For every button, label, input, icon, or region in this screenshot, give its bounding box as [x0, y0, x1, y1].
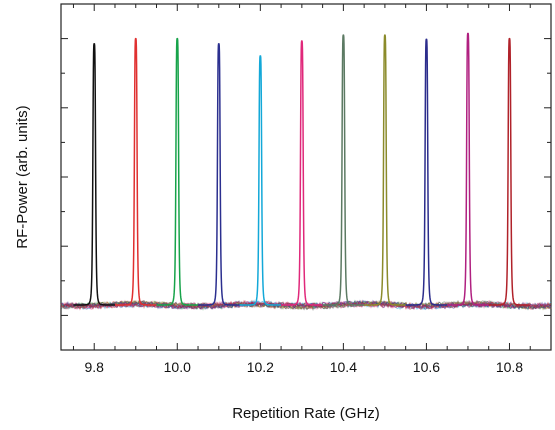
x-tick-label: 10.4 — [330, 359, 357, 375]
x-tick-label: 10.0 — [164, 359, 191, 375]
peak-10.1 — [198, 42, 240, 306]
y-axis-label: RF-Power (arb. units) — [14, 105, 31, 248]
x-tick-label: 9.8 — [84, 359, 104, 375]
y-axis-ticks — [61, 38, 551, 316]
peak-10.3 — [281, 40, 323, 306]
x-axis-label: Repetition Rate (GHz) — [232, 405, 380, 422]
x-tick-label: 10.6 — [413, 359, 440, 375]
peak-10.0 — [156, 37, 199, 306]
x-axis-ticks: 9.8 10.0 10.2 10.4 10.6 10.8 — [72, 4, 531, 375]
peak-9.8 — [73, 42, 115, 306]
peak-10.5 — [364, 34, 406, 306]
x-tick-label: 10.2 — [247, 359, 274, 375]
peak-9.9 — [114, 37, 157, 306]
peak-10.2 — [239, 55, 282, 306]
peak-10.4 — [322, 34, 365, 306]
peak-10.8 — [488, 37, 531, 306]
x-tick-label: 10.8 — [496, 359, 523, 375]
peak-10.6 — [405, 38, 448, 306]
noise-trace-10 — [60, 299, 552, 310]
comb-peaks — [73, 32, 531, 306]
peak-10.7 — [447, 32, 489, 306]
